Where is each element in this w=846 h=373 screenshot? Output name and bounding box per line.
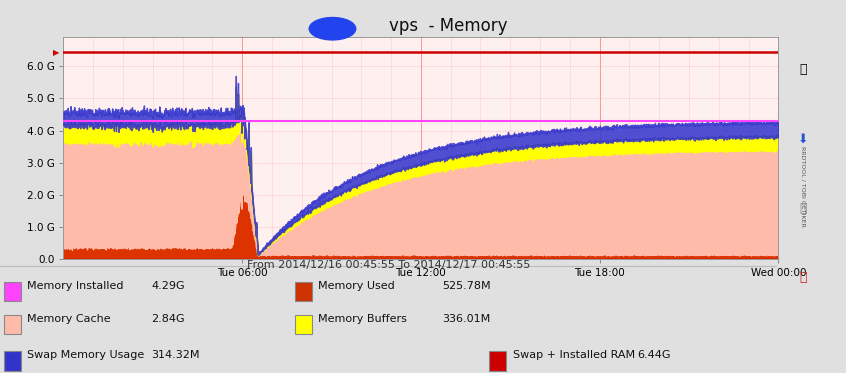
Text: vps  - Memory: vps - Memory <box>389 17 508 35</box>
FancyBboxPatch shape <box>489 351 507 371</box>
Text: 🔧: 🔧 <box>799 202 807 215</box>
Text: Memory Buffers: Memory Buffers <box>318 314 407 324</box>
Text: 525.78M: 525.78M <box>442 281 492 291</box>
Text: ▶: ▶ <box>53 48 60 57</box>
Text: From 2014/12/16 00:45:55 To 2014/12/17 00:45:55: From 2014/12/16 00:45:55 To 2014/12/17 0… <box>248 260 530 270</box>
Text: Swap Memory Usage: Swap Memory Usage <box>27 350 145 360</box>
Text: 314.32M: 314.32M <box>151 350 200 360</box>
Text: 2.84G: 2.84G <box>151 314 185 324</box>
FancyBboxPatch shape <box>4 315 21 335</box>
Text: Memory Cache: Memory Cache <box>27 314 111 324</box>
Text: Memory Used: Memory Used <box>318 281 395 291</box>
Ellipse shape <box>310 18 355 40</box>
FancyBboxPatch shape <box>295 315 312 335</box>
FancyBboxPatch shape <box>4 282 21 301</box>
FancyBboxPatch shape <box>4 351 21 371</box>
Text: 🚫: 🚫 <box>799 272 807 284</box>
FancyBboxPatch shape <box>295 282 312 301</box>
Text: 336.01M: 336.01M <box>442 314 491 324</box>
Text: Memory Installed: Memory Installed <box>27 281 124 291</box>
Text: ⬇: ⬇ <box>798 132 809 145</box>
Text: 4.29G: 4.29G <box>151 281 185 291</box>
Text: Swap + Installed RAM: Swap + Installed RAM <box>513 350 634 360</box>
Text: 🔍: 🔍 <box>799 63 807 76</box>
Text: 6.44G: 6.44G <box>637 350 670 360</box>
Text: RRDTOOL / TOBI OETIKER: RRDTOOL / TOBI OETIKER <box>801 146 805 227</box>
